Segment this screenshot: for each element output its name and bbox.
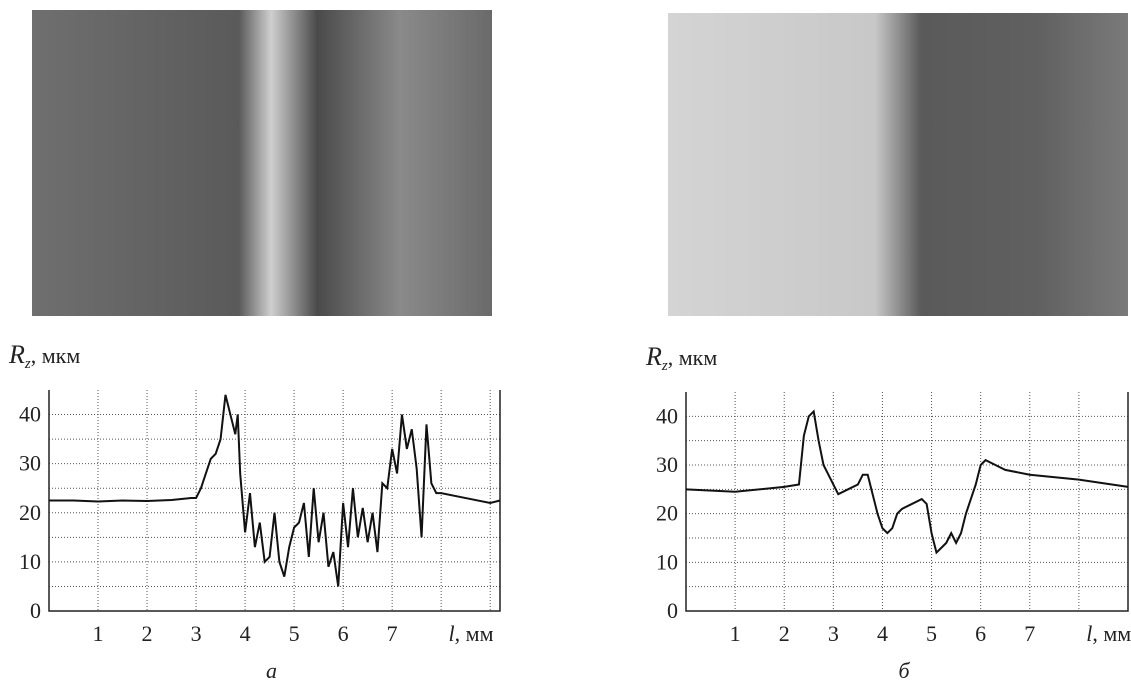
x-label-unit: , мм	[455, 621, 494, 646]
x-tick-label: 3	[191, 621, 202, 646]
x-tick-label: 5	[289, 621, 300, 646]
y-label-symbol: R	[645, 342, 662, 371]
y-tick-label: 40	[19, 402, 41, 427]
y-tick-label: 0	[667, 598, 678, 623]
y-tick-label: 30	[19, 451, 41, 476]
x-tick-label: 7	[1024, 621, 1035, 646]
x-tick-label: 1	[730, 621, 741, 646]
y-tick-label: 20	[19, 500, 41, 525]
panel-label: а	[266, 658, 277, 683]
y-tick-label: 0	[30, 598, 41, 623]
y-label-symbol: R	[8, 340, 25, 369]
y-axis-label: Rz, мкм	[645, 342, 717, 374]
x-tick-label: 2	[779, 621, 790, 646]
y-tick-label: 30	[656, 452, 678, 477]
y-label-unit: , мкм	[31, 343, 81, 368]
x-label-unit: , мм	[1092, 621, 1131, 646]
y-tick-label: 40	[656, 403, 678, 428]
data-line	[686, 411, 1128, 552]
x-axis-label: l, мм	[449, 621, 494, 646]
x-tick-label: 1	[93, 621, 104, 646]
x-tick-label: 3	[828, 621, 839, 646]
x-tick-label: 6	[975, 621, 986, 646]
x-tick-label: 2	[142, 621, 153, 646]
x-tick-label: 5	[926, 621, 937, 646]
y-axis-label: Rz, мкм	[8, 340, 80, 372]
y-label-unit: , мкм	[668, 345, 718, 370]
axis-frame	[686, 392, 1128, 611]
y-tick-label: 10	[19, 549, 41, 574]
micrograph	[32, 10, 492, 316]
x-tick-label: 4	[877, 621, 888, 646]
x-tick-label: 7	[387, 621, 398, 646]
x-axis-label: l, мм	[1086, 621, 1131, 646]
y-tick-label: 10	[656, 549, 678, 574]
data-line	[49, 395, 500, 587]
x-tick-label: 6	[338, 621, 349, 646]
x-tick-label: 4	[240, 621, 251, 646]
micrograph	[668, 13, 1128, 316]
figure: 0 10 20 30 40 1 2 3 4 5 6 7 Rz, мкм l, мм а 0 10 20 30 40 1 2…	[0, 0, 1131, 686]
y-tick-label: 20	[656, 501, 678, 526]
panel-label: б	[898, 658, 910, 683]
